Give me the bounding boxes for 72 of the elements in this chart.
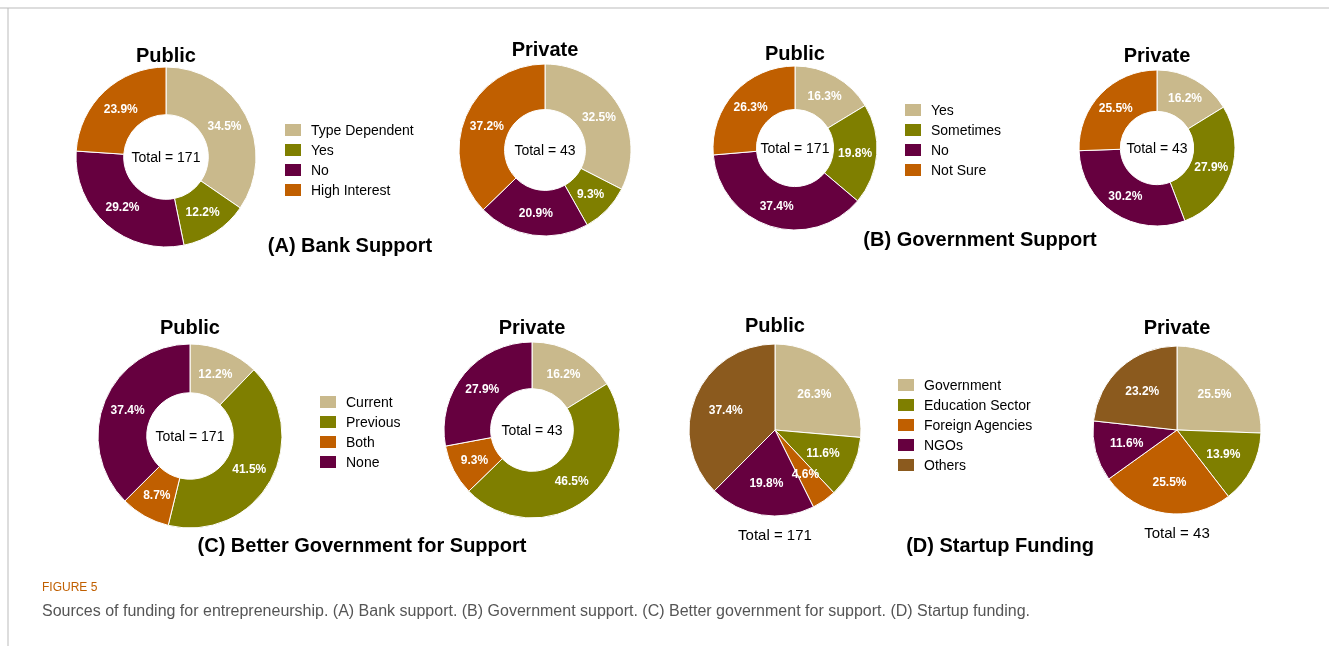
text: (A) Bank Support <box>267 234 433 256</box>
chart-title: Private <box>1143 316 1211 338</box>
data-label: 23.9% <box>103 101 139 116</box>
text: Total = 171 <box>760 139 830 156</box>
data-label: 9.3% <box>460 452 489 467</box>
legend-label: Education Sector <box>924 396 1031 413</box>
data-label: 32.5% <box>581 110 617 125</box>
data-label: 27.9% <box>1194 159 1229 174</box>
legend-label: Both <box>346 433 375 450</box>
chart-title: Public <box>135 44 197 66</box>
data-label: 27.9% <box>465 381 500 396</box>
text: (C) Better Government for Support <box>197 534 527 556</box>
text: (D) Startup Funding <box>906 534 1094 556</box>
text: Total = 43 <box>1144 524 1210 541</box>
data-label: 8.7% <box>143 488 171 503</box>
data-label: 25.5% <box>1197 387 1232 402</box>
chart-title: Public <box>764 42 826 64</box>
data-label: 16.3% <box>807 88 842 103</box>
text: Total = 43 <box>501 421 563 438</box>
chart-title: Private <box>511 38 579 60</box>
data-label: 20.9% <box>518 205 554 220</box>
text: Total = 171 <box>131 148 201 165</box>
chart-title: Public <box>159 316 221 338</box>
data-label: 9.3% <box>576 187 605 202</box>
text: (B) Government Support <box>863 228 1097 250</box>
legend-label: Sometimes <box>931 121 1002 138</box>
data-label: 13.9% <box>1206 446 1241 461</box>
legend-label: Foreign Agencies <box>924 416 1033 433</box>
data-label: 34.5% <box>207 119 242 134</box>
chart-title: Private <box>498 316 566 338</box>
legend-label: Previous <box>346 413 401 430</box>
data-label: 16.2% <box>1167 91 1203 106</box>
legend-label: NGOs <box>924 436 963 453</box>
legend-label: Others <box>924 456 967 473</box>
data-label: 37.4% <box>708 402 744 417</box>
text: Total = 43 <box>514 141 576 158</box>
data-label: 23.2% <box>1125 384 1160 399</box>
data-label: 11.6% <box>1109 436 1144 451</box>
data-label: 11.6% <box>806 446 840 461</box>
data-label: 30.2% <box>1108 188 1143 203</box>
legend-label: Yes <box>931 101 954 118</box>
data-label: 12.2% <box>185 205 220 220</box>
legend-label: Government <box>924 376 1002 393</box>
data-label: 37.4% <box>110 403 145 418</box>
data-label: 37.4% <box>759 198 795 213</box>
data-label: 19.8% <box>749 475 784 490</box>
data-label: 19.8% <box>838 145 873 160</box>
legend-label: No <box>931 141 950 158</box>
text: Total = 43 <box>1126 139 1188 156</box>
legend-label: No <box>311 161 330 178</box>
data-label: 41.5% <box>232 461 267 476</box>
data-label: 16.2% <box>546 366 581 381</box>
text: Total = 171 <box>738 526 812 543</box>
data-label: 12.2% <box>198 366 233 381</box>
data-label: 37.2% <box>469 118 505 133</box>
legend-label: None <box>346 453 380 470</box>
chart-title: Public <box>744 314 806 336</box>
data-label: 46.5% <box>554 474 590 489</box>
text: Total = 171 <box>155 427 225 444</box>
data-label: 29.2% <box>105 200 140 215</box>
legend-label: High Interest <box>311 181 391 198</box>
source-note: Sources of funding for entrepreneurship. (A) Bank support. (B) Government support. (C) Better government for support. (D) Startup funding. <box>42 602 1031 619</box>
chart-title: Private <box>1123 44 1191 66</box>
legend-label: Yes <box>311 141 334 158</box>
data-label: 26.3% <box>733 100 768 115</box>
data-label: 26.3% <box>797 387 832 402</box>
legend-label: Type Dependent <box>311 121 414 138</box>
data-label: 25.5% <box>1098 101 1134 116</box>
legend-label: Not Sure <box>931 161 987 178</box>
data-label: 25.5% <box>1152 474 1187 489</box>
legend-label: Current <box>346 393 393 410</box>
caption: FIGURE 5 <box>42 580 98 594</box>
